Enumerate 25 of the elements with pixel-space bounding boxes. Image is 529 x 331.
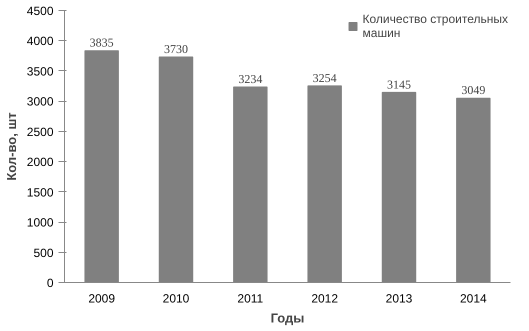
data-label: 3835 — [90, 36, 114, 50]
legend-label: Количество строительных машин — [362, 12, 508, 40]
y-tick-label: 2500 — [26, 124, 54, 139]
x-tick-label: 2014 — [460, 292, 488, 306]
x-tick-label: 2011 — [237, 292, 264, 306]
y-tick-label: 1500 — [26, 185, 54, 200]
y-tick-label: 1000 — [26, 216, 54, 230]
data-label: 3730 — [164, 42, 188, 56]
y-tick-label: 4500 — [26, 4, 54, 18]
y-tick-label: 500 — [33, 246, 54, 260]
y-tick-label: 3500 — [26, 64, 54, 78]
x-tick-label: 2013 — [386, 292, 413, 306]
y-tick-label: 4000 — [26, 34, 54, 48]
x-tick-label: 2012 — [311, 292, 338, 306]
y-tick-label: 0 — [46, 276, 54, 290]
x-axis-title: Годы — [270, 310, 304, 326]
x-tick-label: 2010 — [162, 292, 190, 306]
y-axis-title: Кол-во, шт — [4, 112, 19, 181]
data-label: 3049 — [461, 83, 486, 98]
data-label: 3254 — [312, 70, 337, 85]
y-tick-label: 3000 — [26, 94, 54, 109]
x-tick-label: 2009 — [88, 292, 116, 306]
data-label: 3145 — [387, 77, 411, 92]
y-tick-label: 2000 — [26, 155, 54, 170]
data-label: 3234 — [238, 72, 262, 86]
